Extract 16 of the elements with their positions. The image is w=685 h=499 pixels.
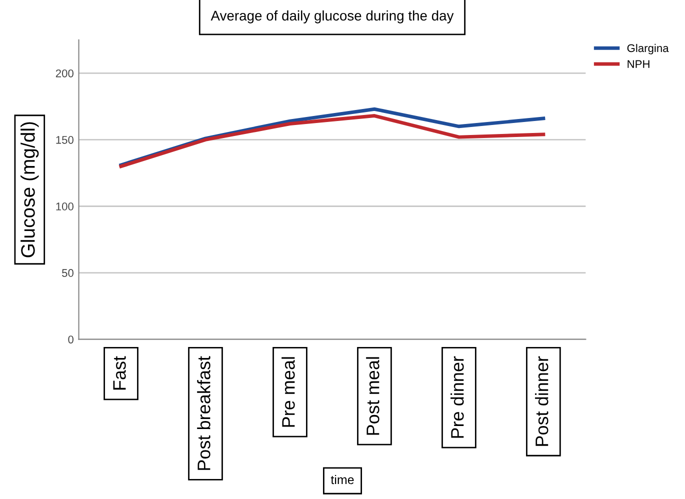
y-tick-label: 0 bbox=[68, 336, 74, 344]
x-tick-label: Pre meal bbox=[282, 357, 295, 427]
y-tick-label: 100 bbox=[56, 202, 74, 210]
y-axis-title: Glucose (mg/dl) bbox=[20, 122, 39, 258]
y-tick-label: 50 bbox=[62, 269, 74, 277]
legend-label: NPH bbox=[628, 60, 650, 68]
chart-title: Average of daily glucose during the day bbox=[210, 10, 454, 24]
x-tick-label: Fast bbox=[113, 356, 126, 390]
legend-label: Glargina bbox=[627, 44, 669, 54]
x-tick-label: Post breakfast bbox=[197, 356, 210, 470]
y-tick-label: 150 bbox=[56, 136, 74, 144]
x-tick-label: Pre dinner bbox=[450, 356, 464, 438]
x-tick-label: Post dinner bbox=[535, 356, 548, 446]
y-tick-label: 200 bbox=[56, 69, 74, 78]
x-tick-label: Post meal bbox=[366, 357, 380, 435]
x-axis-title: time bbox=[330, 474, 354, 484]
